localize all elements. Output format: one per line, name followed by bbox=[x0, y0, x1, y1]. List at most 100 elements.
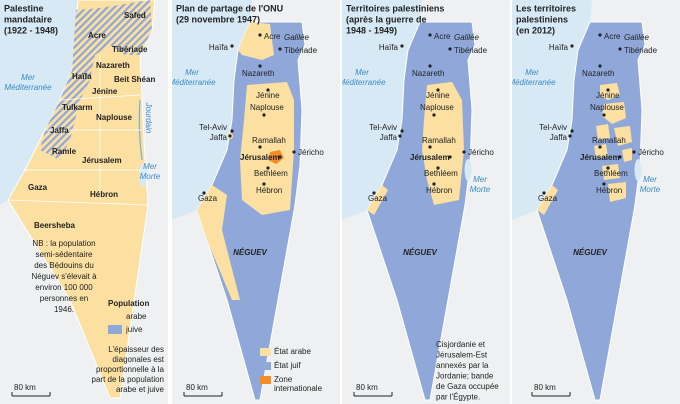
scale-label: 80 km bbox=[186, 383, 208, 392]
water-label: Méditerranée bbox=[4, 83, 52, 92]
city-dot bbox=[230, 44, 234, 48]
place-label: Nazareth bbox=[242, 69, 274, 78]
panel-title: Plan de partage de l'ONU bbox=[176, 3, 283, 13]
city-dot bbox=[292, 150, 296, 154]
legend-note: part de la population bbox=[92, 375, 165, 384]
legend-swatch bbox=[108, 325, 122, 334]
panel-title: (en 2012) bbox=[516, 25, 555, 35]
city-dot bbox=[262, 113, 266, 117]
place-label: Bethléem bbox=[254, 169, 288, 178]
note: des Bédouins du bbox=[34, 261, 94, 270]
place-label: Nazareth bbox=[96, 61, 130, 70]
scale-label: 80 km bbox=[356, 383, 378, 392]
legend-item: juive bbox=[125, 325, 143, 334]
place-label: Safed bbox=[124, 11, 146, 20]
legend-swatch bbox=[260, 376, 271, 384]
dead-sea bbox=[634, 159, 642, 181]
place-label: Bethléem bbox=[594, 169, 628, 178]
note: Jérusalem-Est bbox=[436, 351, 488, 360]
note: de Gaza occupée bbox=[436, 382, 499, 391]
place-label: Hébron bbox=[596, 186, 622, 195]
place-label: Galilée bbox=[284, 33, 309, 42]
water-label: Mer bbox=[473, 175, 487, 184]
place-label: Gaza bbox=[28, 183, 48, 192]
place-label: Tel-Aviv bbox=[539, 123, 567, 132]
note: par l'Égypte. bbox=[436, 393, 480, 402]
legend-title: Population bbox=[108, 299, 149, 308]
place-label: Jénine bbox=[596, 91, 620, 100]
city-dot bbox=[632, 150, 636, 154]
dead-sea bbox=[464, 159, 472, 181]
place-label: Jéricho bbox=[468, 148, 494, 157]
palestinian-areas bbox=[537, 83, 632, 215]
panel-partition: Plan de partage de l'ONU(29 novembre 194… bbox=[168, 0, 340, 404]
city-dot bbox=[428, 145, 432, 149]
city-dot bbox=[266, 88, 270, 92]
water-label: Mer bbox=[143, 162, 157, 171]
place-label: Ramallah bbox=[592, 136, 626, 145]
place-label: Hébron bbox=[426, 186, 452, 195]
scale-label: 80 km bbox=[14, 383, 36, 392]
city-dot bbox=[228, 134, 232, 138]
place-label: Naplouse bbox=[96, 113, 133, 122]
place-label: Tibériade bbox=[454, 46, 488, 55]
place-label: Hébron bbox=[90, 190, 118, 199]
city-dot bbox=[428, 33, 432, 37]
place-label: Jaffa bbox=[50, 126, 69, 135]
legend-item: Zone bbox=[274, 375, 293, 384]
city-dot bbox=[618, 155, 622, 159]
city-dot bbox=[606, 88, 610, 92]
panel-title: mandataire bbox=[4, 14, 52, 24]
place-label: Acre bbox=[434, 32, 451, 41]
note: 1946. bbox=[54, 305, 74, 314]
place-label: Jérusalem bbox=[580, 153, 620, 162]
note: annexés par la bbox=[436, 361, 489, 370]
water-label: Mer bbox=[525, 68, 539, 77]
sea bbox=[342, 0, 422, 220]
place-label: Jaffa bbox=[210, 133, 228, 142]
legend-note: L'épaisseur des bbox=[108, 345, 164, 354]
place-label: Jéricho bbox=[638, 148, 664, 157]
mixed-population bbox=[40, 0, 152, 160]
place-label: Jérusalem bbox=[82, 156, 122, 165]
legend-note: diagonales est bbox=[112, 355, 164, 364]
place-label: Tel-Aviv bbox=[369, 123, 397, 132]
place-label: Tibériade bbox=[624, 46, 658, 55]
panel-title: (après la guerre de bbox=[346, 14, 427, 24]
water-label: Morte bbox=[140, 172, 161, 181]
place-label: Jérusalem bbox=[240, 153, 280, 162]
place-label: Beersheba bbox=[34, 221, 75, 230]
place-label: Tibériade bbox=[284, 46, 318, 55]
place-label: Jérusalem bbox=[410, 153, 450, 162]
city-dot bbox=[602, 113, 606, 117]
place-label: Jéricho bbox=[298, 148, 324, 157]
place-label: Naplouse bbox=[420, 103, 454, 112]
city-dot bbox=[598, 33, 602, 37]
sea bbox=[512, 0, 592, 220]
city-dot bbox=[262, 182, 266, 186]
place-label: Tibériade bbox=[112, 45, 148, 54]
water-label: Mer bbox=[643, 175, 657, 184]
place-label: Ramallah bbox=[422, 136, 456, 145]
water-label: Méditerranée bbox=[168, 78, 216, 87]
legend-item: État juif bbox=[274, 361, 301, 370]
sea bbox=[0, 0, 78, 205]
city-dot bbox=[258, 33, 262, 37]
place-label: Haïfa bbox=[549, 43, 569, 52]
city-dot bbox=[428, 64, 432, 68]
place-label: Acre bbox=[604, 32, 621, 41]
city-dot bbox=[258, 145, 262, 149]
note: semi-sédentaire bbox=[36, 250, 93, 259]
water-label: Mer bbox=[355, 68, 369, 77]
arab-state bbox=[238, 22, 274, 60]
place-label: Beit Shéan bbox=[114, 75, 155, 84]
place-label: Galilée bbox=[624, 33, 649, 42]
place-label: Ramle bbox=[52, 147, 77, 156]
city-dot bbox=[436, 166, 440, 170]
gaza-strip bbox=[367, 185, 388, 215]
place-label: Naplouse bbox=[590, 103, 624, 112]
city-dot bbox=[568, 134, 572, 138]
city-dot bbox=[202, 191, 206, 195]
place-label: Haïfa bbox=[379, 43, 399, 52]
